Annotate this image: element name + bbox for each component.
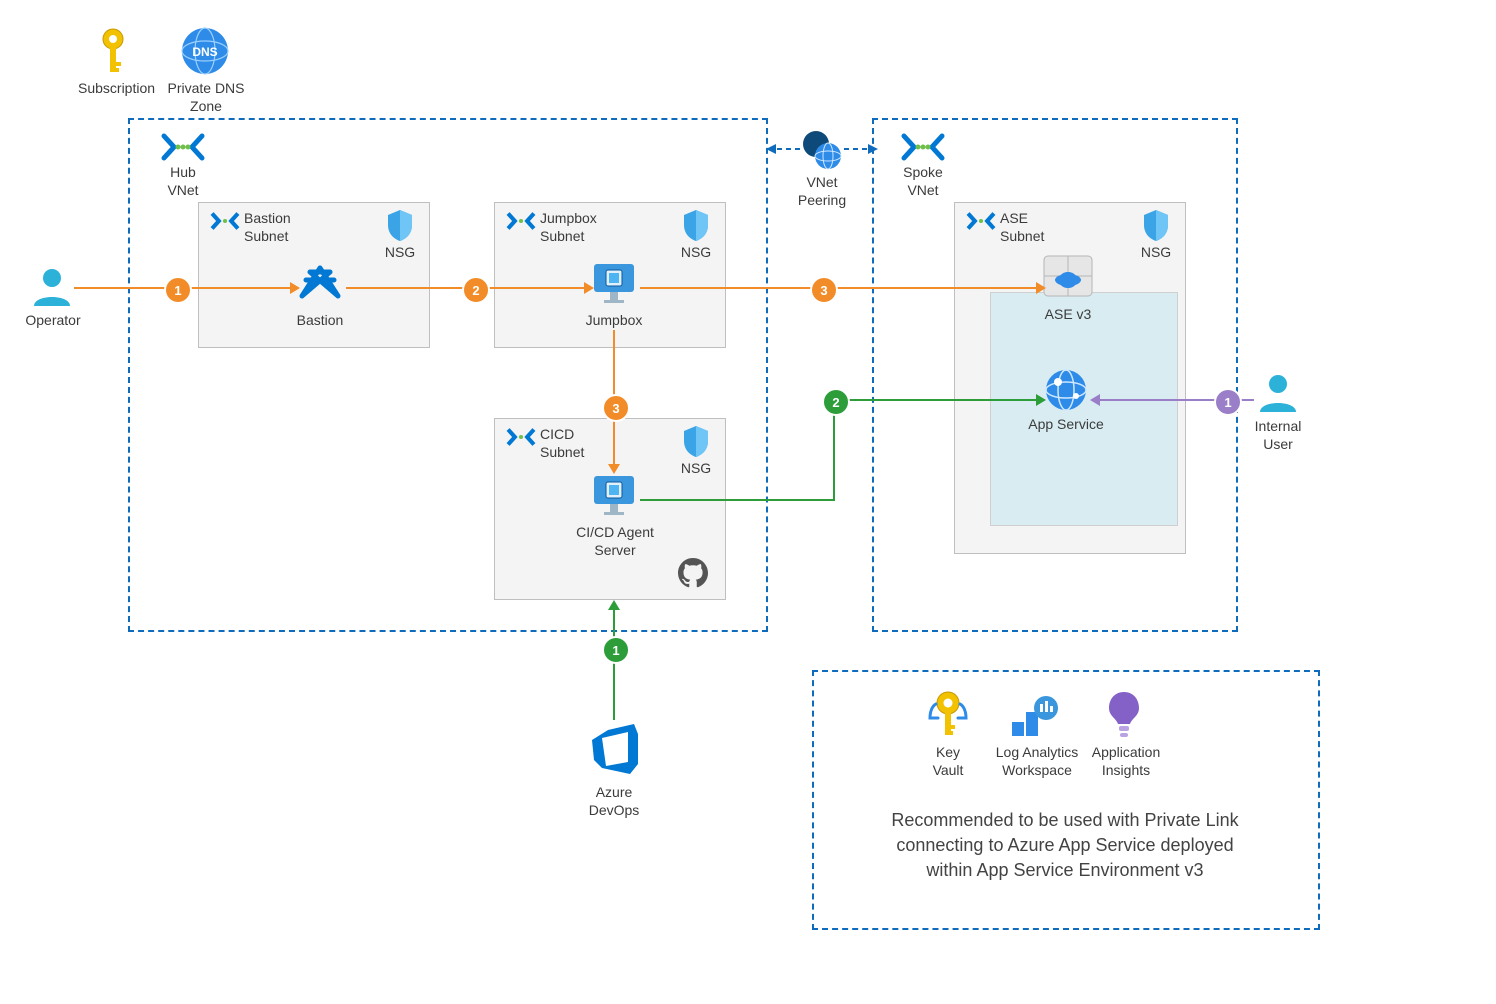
key-vault-label: Key Vault: [918, 744, 978, 779]
legend-box: [812, 670, 1320, 930]
architecture-diagram: Subscription DNS Private DNS Zone Hub VN…: [0, 0, 1496, 1004]
peering-label: VNet Peering: [792, 174, 852, 209]
app-service-icon: [1044, 368, 1088, 412]
ase-nsg-label: NSG: [1138, 244, 1174, 262]
cicd-agent-label: CI/CD Agent Server: [570, 524, 660, 559]
jumpbox-subnet-vnet-icon: [504, 210, 538, 232]
cicd-nsg-label: NSG: [678, 460, 714, 478]
badge-op-1: 1: [164, 276, 192, 304]
jumpbox-label: Jumpbox: [584, 312, 644, 330]
jumpbox-vm-icon: [590, 258, 638, 306]
arrow-cicd-appsvc: [1036, 394, 1046, 406]
app-insights-label: Application Insights: [1086, 744, 1166, 779]
arrow-jumpbox-cicd: [608, 464, 620, 474]
operator-label: Operator: [18, 312, 88, 330]
ase-v3-label: ASE v3: [1038, 306, 1098, 324]
ase-subnet-vnet-icon: [964, 210, 998, 232]
peering-arrow-right: [842, 142, 878, 156]
badge-dev-1: 1: [602, 636, 630, 664]
bastion-nsg-label: NSG: [382, 244, 418, 262]
cicd-nsg-shield-icon: [682, 424, 710, 458]
arrow-devops-cicd: [608, 600, 620, 610]
azure-devops-icon: [584, 720, 644, 780]
badge-op-3b: 3: [602, 394, 630, 422]
cicd-agent-vm-icon: [590, 470, 638, 518]
subscription-key-icon: [98, 28, 128, 76]
internal-user-label: Internal User: [1248, 418, 1308, 453]
subscription-label: Subscription: [78, 80, 150, 98]
peering-arrow-left: [766, 142, 802, 156]
azure-devops-label: Azure DevOps: [584, 784, 644, 819]
arrow-bastion-jumpbox: [584, 282, 594, 294]
badge-op-2: 2: [462, 276, 490, 304]
badge-user-1: 1: [1214, 388, 1242, 416]
cicd-subnet-label: CICD Subnet: [540, 426, 600, 461]
spoke-vnet-label: Spoke VNet: [898, 164, 948, 199]
app-service-label: App Service: [1026, 416, 1106, 434]
app-insights-icon: [1106, 690, 1142, 740]
bastion-subnet-label: Bastion Subnet: [244, 210, 304, 245]
recommendation-text: Recommended to be used with Private Link…: [832, 808, 1298, 884]
conn-devops-cicd: [613, 608, 615, 720]
jumpbox-nsg-label: NSG: [678, 244, 714, 262]
ase-nsg-shield-icon: [1142, 208, 1170, 242]
private-dns-label: Private DNS Zone: [166, 80, 246, 115]
cicd-subnet-vnet-icon: [504, 426, 538, 448]
conn-cicd-appsvc-h2: [833, 399, 1038, 401]
bastion-icon: [296, 260, 344, 308]
arrow-user-appsvc: [1090, 394, 1100, 406]
peering-icon: [800, 128, 844, 172]
hub-vnet-label: Hub VNet: [158, 164, 208, 199]
conn-jumpbox-ase: [640, 287, 1038, 289]
private-dns-icon: DNS: [180, 26, 230, 76]
log-analytics-label: Log Analytics Workspace: [994, 744, 1080, 779]
spoke-vnet-icon: [898, 132, 948, 162]
ase-v3-icon: [1042, 254, 1094, 302]
conn-cicd-appsvc-h1: [640, 499, 834, 501]
bastion-label: Bastion: [290, 312, 350, 330]
bastion-nsg-shield-icon: [386, 208, 414, 242]
arrow-op-bastion: [290, 282, 300, 294]
internal-user-icon: [1256, 370, 1300, 414]
badge-dev-2: 2: [822, 388, 850, 416]
arrow-jumpbox-ase: [1036, 282, 1046, 294]
bastion-subnet-vnet-icon: [208, 210, 242, 232]
jumpbox-subnet-label: Jumpbox Subnet: [540, 210, 610, 245]
badge-op-3a: 3: [810, 276, 838, 304]
svg-text:DNS: DNS: [192, 45, 217, 59]
ase-subnet-label: ASE Subnet: [1000, 210, 1060, 245]
jumpbox-nsg-shield-icon: [682, 208, 710, 242]
hub-vnet-icon: [158, 132, 208, 162]
github-icon: [678, 558, 708, 588]
key-vault-icon: [928, 690, 968, 740]
log-analytics-icon: [1010, 694, 1060, 738]
operator-user-icon: [30, 264, 74, 308]
